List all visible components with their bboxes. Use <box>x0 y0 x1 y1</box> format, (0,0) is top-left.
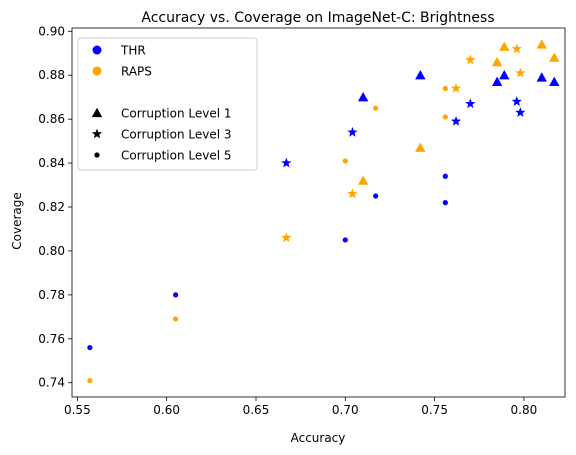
x-tick-label: 0.60 <box>153 403 180 417</box>
data-points <box>87 39 560 384</box>
x-tick-label: 0.75 <box>421 403 448 417</box>
legend-label: Corruption Level 5 <box>121 149 232 163</box>
x-axis-label: Accuracy <box>291 431 346 445</box>
data-point-raps-triangle <box>357 175 369 185</box>
data-point-raps-dot <box>442 114 448 120</box>
data-point-thr-star <box>515 107 526 117</box>
data-point-thr-star <box>465 98 476 109</box>
legend-label: Corruption Level 3 <box>121 128 232 142</box>
legend-label: THR <box>120 44 146 58</box>
y-tick-label: 0.88 <box>38 68 65 82</box>
x-tick-label: 0.80 <box>511 403 538 417</box>
x-tick-label: 0.65 <box>243 403 270 417</box>
y-tick-label: 0.84 <box>38 156 65 170</box>
legend-box <box>77 37 258 171</box>
y-tick-label: 0.78 <box>38 288 65 302</box>
x-axis: 0.55 0.60 0.65 0.70 0.75 0.80 <box>64 397 537 417</box>
data-point-thr-star <box>450 115 462 126</box>
legend-marker-raps <box>92 66 102 76</box>
data-point-raps-star <box>515 67 526 78</box>
data-point-thr-star <box>511 96 522 106</box>
legend-marker-dot <box>94 152 100 158</box>
data-point-raps-star <box>465 54 476 65</box>
data-point-raps-dot <box>173 316 179 322</box>
data-point-thr-dot <box>173 292 179 298</box>
data-point-raps-triangle <box>491 56 503 67</box>
data-point-thr-dot <box>342 237 348 243</box>
data-point-thr-star <box>281 157 292 168</box>
y-tick-label: 0.74 <box>38 376 65 390</box>
legend-marker-triangle <box>91 107 103 118</box>
data-point-thr-triangle <box>499 70 510 80</box>
y-tick-label: 0.86 <box>38 112 65 126</box>
data-point-raps-dot <box>442 85 448 92</box>
data-point-thr-dot <box>373 193 379 199</box>
legend-label: RAPS <box>121 65 152 79</box>
data-point-raps-dot <box>373 105 379 111</box>
x-tick-label: 0.70 <box>332 403 359 417</box>
y-tick-label: 0.82 <box>38 200 65 214</box>
y-axis: 0.74 0.76 0.78 0.80 0.82 0.84 0.86 0.88 0.90 <box>38 24 72 390</box>
data-point-raps-star <box>450 83 462 93</box>
data-point-thr-dot <box>442 200 448 206</box>
y-tick-label: 0.80 <box>38 244 65 258</box>
data-point-raps-triangle <box>536 39 547 49</box>
y-axis-label: Coverage <box>10 192 24 250</box>
legend-marker-thr <box>92 45 102 55</box>
data-point-raps-dot <box>87 377 93 384</box>
data-point-thr-star <box>347 126 358 137</box>
data-point-raps-triangle <box>415 142 426 152</box>
legend-marker-star <box>91 128 103 139</box>
data-point-thr-dot <box>442 173 448 179</box>
data-point-thr-triangle <box>491 76 503 86</box>
data-point-thr-triangle <box>415 70 426 80</box>
data-point-raps-triangle <box>499 41 510 51</box>
data-point-raps-triangle <box>549 52 560 62</box>
chart-title: Accuracy vs. Coverage on ImageNet-C: Bri… <box>141 10 494 26</box>
data-point-thr-dot <box>87 344 93 351</box>
x-tick-label: 0.55 <box>64 403 91 417</box>
plot-frame <box>71 27 566 398</box>
data-point-raps-dot <box>342 158 348 164</box>
data-point-thr-triangle <box>536 72 547 82</box>
data-point-raps-star <box>281 232 292 243</box>
data-point-raps-star <box>347 188 358 199</box>
y-tick-label: 0.90 <box>38 24 65 38</box>
y-tick-label: 0.76 <box>38 332 65 346</box>
legend: THR RAPS Corruption Level 1 Corruption Leve… <box>77 37 258 171</box>
legend-label: Corruption Level 1 <box>121 107 232 121</box>
data-point-thr-triangle <box>549 76 560 86</box>
data-point-thr-triangle <box>357 91 369 102</box>
data-point-raps-star <box>511 43 522 54</box>
